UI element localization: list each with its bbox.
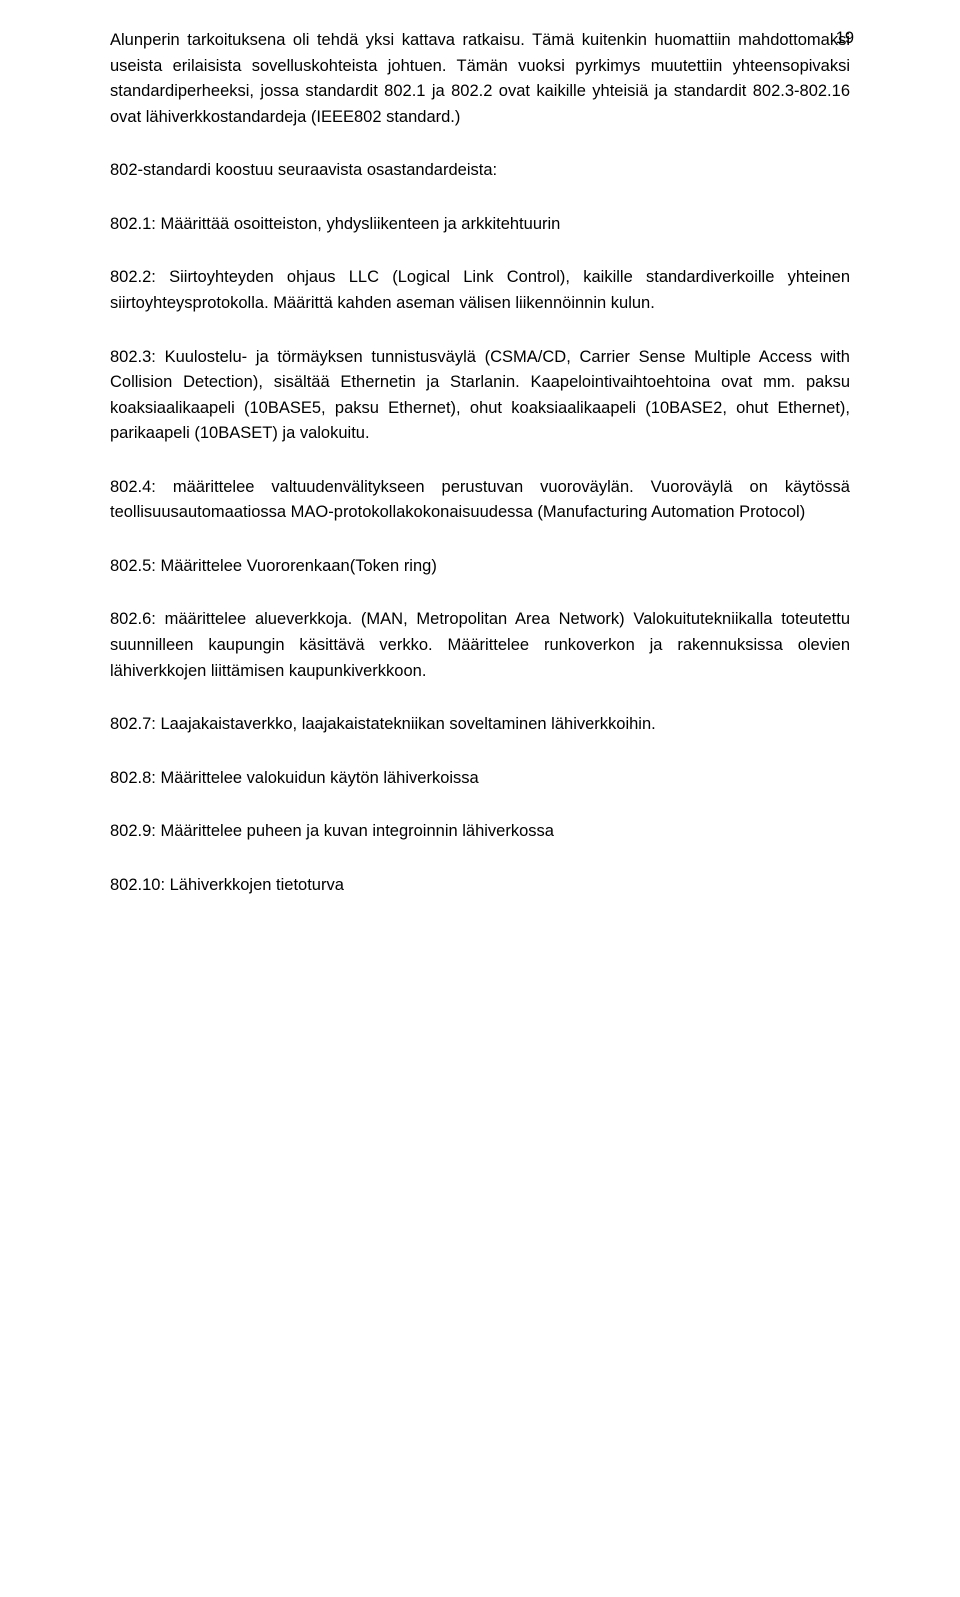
page-number: 19 [836,26,854,52]
body-paragraph: 802.3: Kuulostelu- ja törmäyksen tunnist… [110,345,850,447]
body-paragraph: Alunperin tarkoituksena oli tehdä yksi k… [110,28,850,130]
body-paragraph: 802.10: Lähiverkkojen tietoturva [110,873,850,899]
body-paragraph: 802.8: Määrittelee valokuidun käytön läh… [110,766,850,792]
document-page: 19 Alunperin tarkoituksena oli tehdä yks… [0,0,960,1597]
body-paragraph: 802.2: Siirtoyhteyden ohjaus LLC (Logica… [110,265,850,316]
body-paragraph: 802-standardi koostuu seuraavista osasta… [110,158,850,184]
body-paragraph: 802.7: Laajakaistaverkko, laajakaistatek… [110,712,850,738]
body-paragraph: 802.6: määrittelee alueverkkoja. (MAN, M… [110,607,850,684]
body-paragraph: 802.9: Määrittelee puheen ja kuvan integ… [110,819,850,845]
body-paragraph: 802.5: Määrittelee Vuororenkaan(Token ri… [110,554,850,580]
body-paragraph: 802.4: määrittelee valtuudenvälitykseen … [110,475,850,526]
body-paragraph: 802.1: Määrittää osoitteiston, yhdysliik… [110,212,850,238]
